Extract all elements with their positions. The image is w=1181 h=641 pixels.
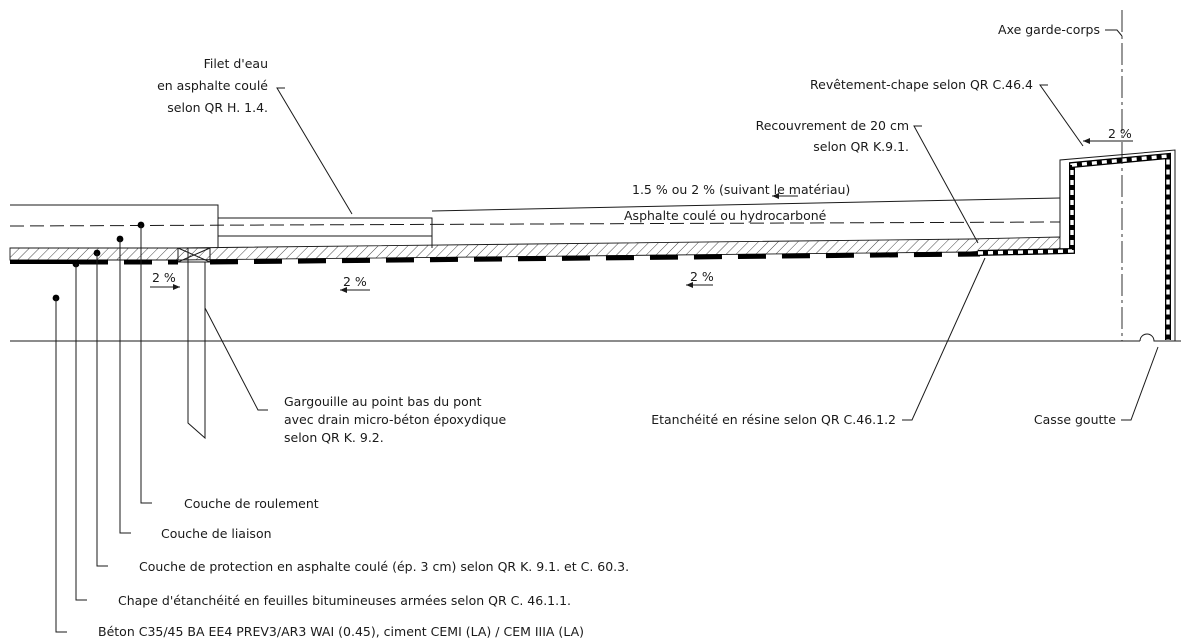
curb-outline bbox=[1059, 149, 1176, 341]
drip-notch bbox=[1139, 333, 1181, 342]
label-filet-2: en asphalte coulé bbox=[157, 78, 268, 93]
label-gargouille-2: avec drain micro-béton époxydique bbox=[284, 412, 506, 427]
leader-casse-goutte bbox=[1121, 346, 1159, 421]
label-gargouille-1: Gargouille au point bas du pont bbox=[284, 394, 482, 409]
leader-protection bbox=[96, 253, 108, 567]
svg-text:2 %: 2 % bbox=[1108, 126, 1132, 141]
label-couche-liaison: Couche de liaison bbox=[161, 526, 272, 541]
leader-chape bbox=[75, 264, 87, 601]
leader-gargouille bbox=[204, 307, 268, 411]
svg-text:2 %: 2 % bbox=[690, 269, 714, 284]
svg-text:2 %: 2 % bbox=[343, 274, 367, 289]
label-etancheite-resine: Etanchéité en résine selon QR C.46.1.2 bbox=[651, 412, 896, 427]
gargouille-drain bbox=[187, 248, 206, 440]
label-beton: Béton C35/45 BA EE4 PREV3/AR3 WAI (0.45)… bbox=[98, 624, 584, 639]
label-chape-etancheite: Chape d'étanchéité en feuilles bitumineu… bbox=[118, 593, 571, 608]
label-asphalte-coule: Asphalte coulé ou hydrocarboné bbox=[624, 208, 827, 223]
label-filet-3: selon QR H. 1.4. bbox=[167, 100, 268, 115]
wearing-course-left bbox=[10, 204, 219, 248]
svg-text:2 %: 2 % bbox=[152, 270, 176, 285]
leader-filet bbox=[276, 87, 353, 215]
wearing-course-right bbox=[431, 197, 1061, 212]
slope-marker-curb: 2 % bbox=[1083, 126, 1133, 144]
leader-axe bbox=[1105, 29, 1123, 37]
leader-revetement bbox=[1039, 84, 1084, 147]
label-axe-garde-corps: Axe garde-corps bbox=[998, 22, 1100, 37]
label-gargouille-3: selon QR K. 9.2. bbox=[284, 430, 384, 445]
leader-roulement bbox=[140, 225, 152, 504]
label-couche-protection: Couche de protection en asphalte coulé (… bbox=[139, 559, 629, 574]
slope-marker-left: 2 % bbox=[340, 274, 370, 293]
gargouille-cross-b bbox=[177, 247, 211, 263]
binder-course-dashed bbox=[9, 221, 1061, 227]
leader-etancheite bbox=[902, 257, 986, 421]
label-casse-goutte: Casse goutte bbox=[1034, 412, 1116, 427]
slope-marker-mid: 2 % bbox=[686, 269, 714, 288]
leader-liaison bbox=[119, 239, 131, 534]
label-revetement-chape: Revêtement-chape selon QR C.46.4 bbox=[810, 77, 1033, 92]
slope-marker-gargouille: 2 % bbox=[150, 270, 180, 290]
leader-beton bbox=[55, 298, 67, 633]
leader-recouvrement bbox=[913, 125, 979, 244]
filet-eau-top bbox=[218, 217, 433, 248]
resin-waterproofing-pattern bbox=[977, 154, 1170, 340]
pente-arrowhead bbox=[772, 193, 779, 199]
label-pente-materiau: 1.5 % ou 2 % (suivant le matériau) bbox=[632, 182, 850, 197]
label-recouvrement-2: selon QR K.9.1. bbox=[813, 139, 909, 154]
membrane-dash bbox=[209, 251, 981, 265]
label-filet-1: Filet d'eau bbox=[204, 56, 268, 71]
label-couche-roulement: Couche de roulement bbox=[184, 496, 319, 511]
label-recouvrement-1: Recouvrement de 20 cm bbox=[756, 118, 909, 133]
